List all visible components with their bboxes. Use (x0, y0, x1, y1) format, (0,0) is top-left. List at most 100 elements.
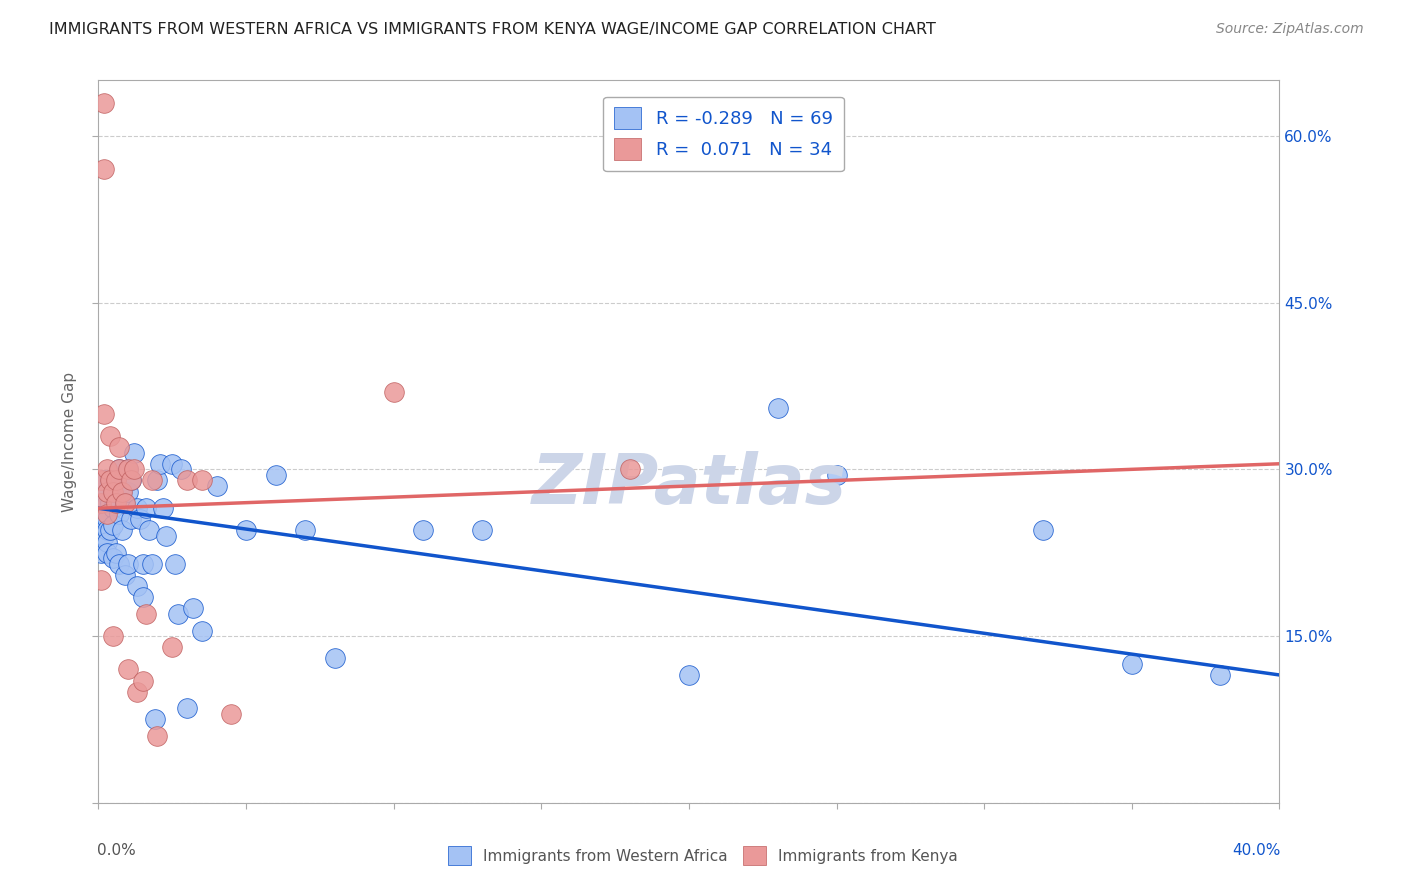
Point (103, 551, 125, 566)
Point (90, 474, 112, 488)
Point (191, 474, 214, 488)
Point (98, 474, 121, 488)
Point (162, 457, 183, 471)
Y-axis label: Wage/Income Gap: Wage/Income Gap (62, 371, 77, 512)
Point (471, 524, 494, 538)
Point (93, 162, 115, 177)
Point (125, 684, 148, 698)
Point (235, 524, 257, 538)
Point (103, 484, 125, 499)
Point (678, 668, 700, 682)
Point (141, 474, 163, 488)
Point (105, 496, 128, 510)
Point (120, 474, 142, 488)
Point (90, 496, 112, 510)
Point (117, 462, 139, 476)
Point (128, 512, 150, 526)
Point (117, 462, 139, 476)
Point (120, 474, 142, 488)
Point (90, 546, 112, 560)
Point (96, 512, 118, 526)
Point (105, 546, 128, 560)
Point (96, 484, 118, 499)
Point (143, 713, 166, 727)
Point (96, 534, 118, 549)
Point (93, 512, 115, 526)
Point (114, 496, 136, 510)
Point (205, 479, 228, 493)
Point (96, 462, 118, 476)
Point (96, 496, 118, 510)
Point (98, 524, 121, 538)
Point (176, 701, 198, 715)
Point (103, 517, 125, 532)
Point (1209, 668, 1232, 682)
Point (105, 474, 128, 488)
Point (90, 512, 112, 526)
Point (619, 462, 641, 476)
Point (412, 524, 434, 538)
Point (1032, 524, 1054, 538)
Point (103, 501, 125, 516)
Point (105, 474, 128, 488)
Point (103, 629, 125, 643)
Point (135, 501, 157, 516)
Point (766, 401, 789, 416)
Point (96, 507, 118, 521)
Point (98, 496, 121, 510)
Point (825, 467, 848, 482)
Point (132, 557, 155, 571)
Point (93, 407, 115, 421)
Point (103, 484, 125, 499)
Point (181, 601, 204, 615)
Point (93, 529, 115, 543)
Point (114, 568, 136, 582)
Point (90, 479, 112, 493)
Point (108, 462, 131, 476)
Point (122, 462, 145, 476)
Point (108, 557, 131, 571)
Text: ZIPatlas: ZIPatlas (531, 451, 846, 518)
Point (135, 607, 157, 621)
Point (167, 607, 190, 621)
Point (125, 579, 148, 593)
Point (117, 484, 139, 499)
Text: IMMIGRANTS FROM WESTERN AFRICA VS IMMIGRANTS FROM KENYA WAGE/INCOME GAP CORRELAT: IMMIGRANTS FROM WESTERN AFRICA VS IMMIGR… (49, 22, 936, 37)
Point (152, 501, 174, 516)
Point (191, 624, 214, 638)
Point (93, 474, 115, 488)
Point (382, 384, 405, 399)
Point (176, 474, 198, 488)
Point (132, 590, 155, 604)
Point (146, 729, 169, 743)
Point (122, 445, 145, 459)
Point (93, 95, 115, 110)
Point (108, 440, 131, 454)
Point (111, 484, 134, 499)
Point (108, 462, 131, 476)
Legend: R = -0.289   N = 69, R =  0.071   N = 34: R = -0.289 N = 69, R = 0.071 N = 34 (603, 96, 844, 171)
Point (98, 429, 121, 443)
Point (96, 484, 118, 499)
Point (117, 662, 139, 676)
Point (155, 529, 177, 543)
Text: 40.0%: 40.0% (1232, 843, 1281, 857)
Point (294, 524, 316, 538)
Point (165, 557, 187, 571)
Point (141, 557, 163, 571)
Point (264, 467, 287, 482)
Point (108, 507, 131, 521)
Point (105, 496, 128, 510)
Point (120, 512, 142, 526)
Point (125, 501, 148, 516)
Point (146, 474, 169, 488)
Point (98, 474, 121, 488)
Point (170, 462, 193, 476)
Point (117, 557, 139, 571)
Text: 0.0%: 0.0% (97, 843, 136, 857)
Point (323, 651, 346, 665)
Point (149, 457, 172, 471)
Legend: Immigrants from Western Africa, Immigrants from Kenya: Immigrants from Western Africa, Immigran… (441, 840, 965, 871)
Point (1121, 657, 1143, 671)
Point (114, 496, 136, 510)
